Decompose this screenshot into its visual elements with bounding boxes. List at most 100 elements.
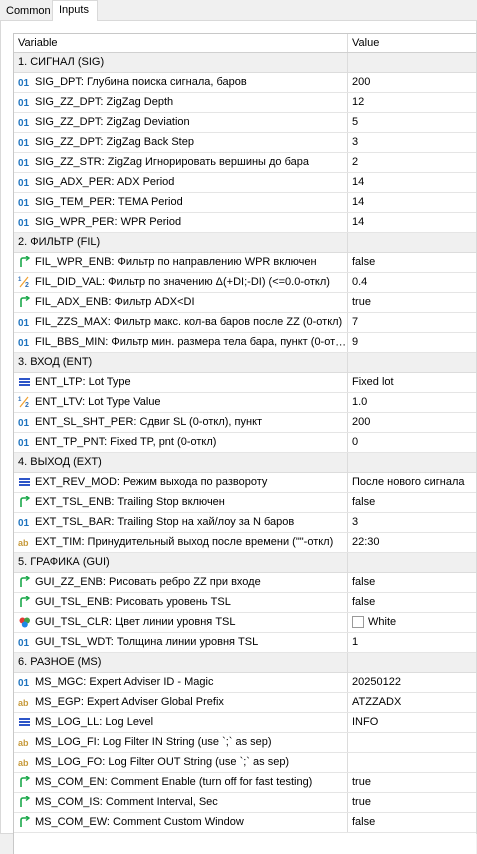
group-row[interactable]: 5. ГРАФИКА (GUI) [14, 553, 476, 573]
param-row[interactable]: ENT_LTP: Lot Type Fixed lot [14, 373, 476, 393]
param-row[interactable]: ab MS_LOG_FO: Log Filter OUT String (use … [14, 753, 476, 773]
param-row[interactable]: 01 GUI_TSL_WDT: Толщина линии уровня TSL 1 [14, 633, 476, 653]
param-row[interactable]: EXT_REV_MOD: Режим выхода по развороту По… [14, 473, 476, 493]
param-row[interactable]: ab MS_EGP: Expert Adviser Global Prefix AT… [14, 693, 476, 713]
string-icon: ab [18, 536, 32, 548]
param-row[interactable]: 1 2 FIL_DID_VAL: Фильтр по значению Δ(+DI;… [14, 273, 476, 293]
param-row[interactable]: 01 ENT_TP_PNT: Fixed TP, pnt (0-откл) 0 [14, 433, 476, 453]
group-row[interactable]: 4. ВЫХОД (EXT) [14, 453, 476, 473]
param-value[interactable]: 200 [349, 73, 476, 92]
param-row[interactable]: 01 MS_MGC: Expert Adviser ID - Magic 20250… [14, 673, 476, 693]
param-value[interactable]: false [349, 493, 476, 512]
param-value[interactable]: 0 [349, 433, 476, 452]
param-row[interactable]: FIL_ADX_ENB: Фильтр ADX<DI true [14, 293, 476, 313]
param-value[interactable]: INFO [349, 713, 476, 732]
group-row[interactable]: 3. ВХОД (ENT) [14, 353, 476, 373]
svg-text:ab: ab [18, 538, 29, 548]
param-row[interactable]: MS_COM_EN: Comment Enable (turn off for … [14, 773, 476, 793]
param-value-text: 0.4 [352, 276, 368, 288]
param-value[interactable]: false [349, 593, 476, 612]
param-value[interactable]: 3 [349, 513, 476, 532]
param-value[interactable]: 3 [349, 133, 476, 152]
param-value[interactable] [349, 733, 476, 752]
param-row[interactable]: MS_LOG_LL: Log Level INFO [14, 713, 476, 733]
param-row[interactable]: 01 SIG_ZZ_DPT: ZigZag Depth 12 [14, 93, 476, 113]
param-value[interactable]: 200 [349, 413, 476, 432]
svg-text:01: 01 [18, 318, 30, 328]
param-value[interactable]: false [349, 813, 476, 832]
header-variable[interactable]: Variable [14, 34, 348, 52]
param-row[interactable]: FIL_WPR_ENB: Фильтр по направлению WPR в… [14, 253, 476, 273]
group-row[interactable]: 2. ФИЛЬТР (FIL) [14, 233, 476, 253]
param-value[interactable]: false [349, 253, 476, 272]
svg-text:ab: ab [18, 738, 29, 748]
param-value[interactable]: 14 [349, 213, 476, 232]
param-value[interactable]: 1.0 [349, 393, 476, 412]
param-row[interactable]: 01 SIG_ADX_PER: ADX Period 14 [14, 173, 476, 193]
string-icon: ab [18, 736, 32, 748]
param-row[interactable]: 01 FIL_ZZS_MAX: Фильтр макс. кол-ва баров… [14, 313, 476, 333]
param-row[interactable]: ab MS_LOG_FI: Log Filter IN String (use `… [14, 733, 476, 753]
param-row[interactable]: GUI_TSL_CLR: Цвет линии уровня TSL White [14, 613, 476, 633]
param-row[interactable]: 01 SIG_ZZ_DPT: ZigZag Deviation 5 [14, 113, 476, 133]
group-row[interactable]: 6. РАЗНОЕ (MS) [14, 653, 476, 673]
param-value[interactable]: 20250122 [349, 673, 476, 692]
param-name: SIG_ADX_PER: ADX Period [35, 176, 175, 188]
param-row[interactable]: EXT_TSL_ENB: Trailing Stop включен false [14, 493, 476, 513]
param-row[interactable]: 01 SIG_ZZ_STR: ZigZag Игнорировать вершин… [14, 153, 476, 173]
param-value[interactable]: 2 [349, 153, 476, 172]
param-value-text: false [352, 256, 376, 268]
param-value[interactable]: 5 [349, 113, 476, 132]
inputs-grid: Variable Value 1. СИГНАЛ (SIG) 01 SIG_DPT:… [13, 33, 476, 854]
param-row[interactable]: MS_COM_EW: Comment Custom Window false [14, 813, 476, 833]
param-value[interactable]: 7 [349, 313, 476, 332]
tab-inputs[interactable]: Inputs [52, 0, 98, 22]
param-value[interactable]: false [349, 573, 476, 592]
param-value[interactable]: true [349, 793, 476, 812]
param-value[interactable]: 9 [349, 333, 476, 352]
param-value[interactable]: 12 [349, 93, 476, 112]
param-name: SIG_ZZ_DPT: ZigZag Depth [35, 96, 174, 108]
param-value-text: После нового сигнала [352, 476, 465, 488]
integer-icon: 01 [18, 636, 32, 648]
color-swatch[interactable] [352, 615, 364, 628]
param-row[interactable]: 01 SIG_DPT: Глубина поиска сигнала, баров… [14, 73, 476, 93]
header-value[interactable]: Value [352, 37, 380, 49]
param-value[interactable]: true [349, 773, 476, 792]
param-value[interactable]: Fixed lot [349, 373, 476, 392]
param-value[interactable]: 22:30 [349, 533, 476, 552]
param-value[interactable]: После нового сигнала [349, 473, 476, 492]
param-row[interactable]: 01 ENT_SL_SHT_PER: Сдвиг SL (0-откл), пун… [14, 413, 476, 433]
param-row[interactable]: 01 FIL_BBS_MIN: Фильтр мин. размера тела … [14, 333, 476, 353]
param-row[interactable]: 01 SIG_ZZ_DPT: ZigZag Back Step 3 [14, 133, 476, 153]
param-value[interactable]: 1 [349, 633, 476, 652]
boolean-icon [18, 775, 32, 788]
param-value-text: true [352, 776, 371, 788]
param-value[interactable]: 0.4 [349, 273, 476, 292]
svg-text:01: 01 [18, 178, 30, 188]
tab-common[interactable]: Common [6, 5, 51, 17]
integer-icon: 01 [18, 196, 32, 208]
param-row[interactable]: 01 SIG_TEM_PER: TEMA Period 14 [14, 193, 476, 213]
param-row[interactable]: ab EXT_TIM: Принудительный выход после вр… [14, 533, 476, 553]
integer-icon: 01 [18, 436, 32, 448]
param-row[interactable]: GUI_ZZ_ENB: Рисовать ребро ZZ при входе f… [14, 573, 476, 593]
param-name: SIG_DPT: Глубина поиска сигнала, баров [35, 76, 247, 88]
param-value[interactable]: White [349, 613, 476, 632]
svg-text:01: 01 [18, 218, 30, 228]
group-row[interactable]: 1. СИГНАЛ (SIG) [14, 53, 476, 73]
param-row[interactable]: 01 SIG_WPR_PER: WPR Period 14 [14, 213, 476, 233]
param-value[interactable]: ATZZADX [349, 693, 476, 712]
param-value-text: INFO [352, 716, 379, 728]
param-row[interactable]: 1 2 ENT_LTV: Lot Type Value 1.0 [14, 393, 476, 413]
integer-icon: 01 [18, 156, 32, 168]
param-name: SIG_WPR_PER: WPR Period [35, 216, 182, 228]
param-value[interactable]: 14 [349, 193, 476, 212]
param-value[interactable]: true [349, 293, 476, 312]
param-row[interactable]: GUI_TSL_ENB: Рисовать уровень TSL false [14, 593, 476, 613]
param-row[interactable]: 01 EXT_TSL_BAR: Trailing Stop на хай/лоу … [14, 513, 476, 533]
param-value[interactable] [349, 753, 476, 772]
param-row[interactable]: MS_COM_IS: Comment Interval, Sec true [14, 793, 476, 813]
param-value[interactable]: 14 [349, 173, 476, 192]
param-name: FIL_ADX_ENB: Фильтр ADX<DI [35, 296, 195, 308]
